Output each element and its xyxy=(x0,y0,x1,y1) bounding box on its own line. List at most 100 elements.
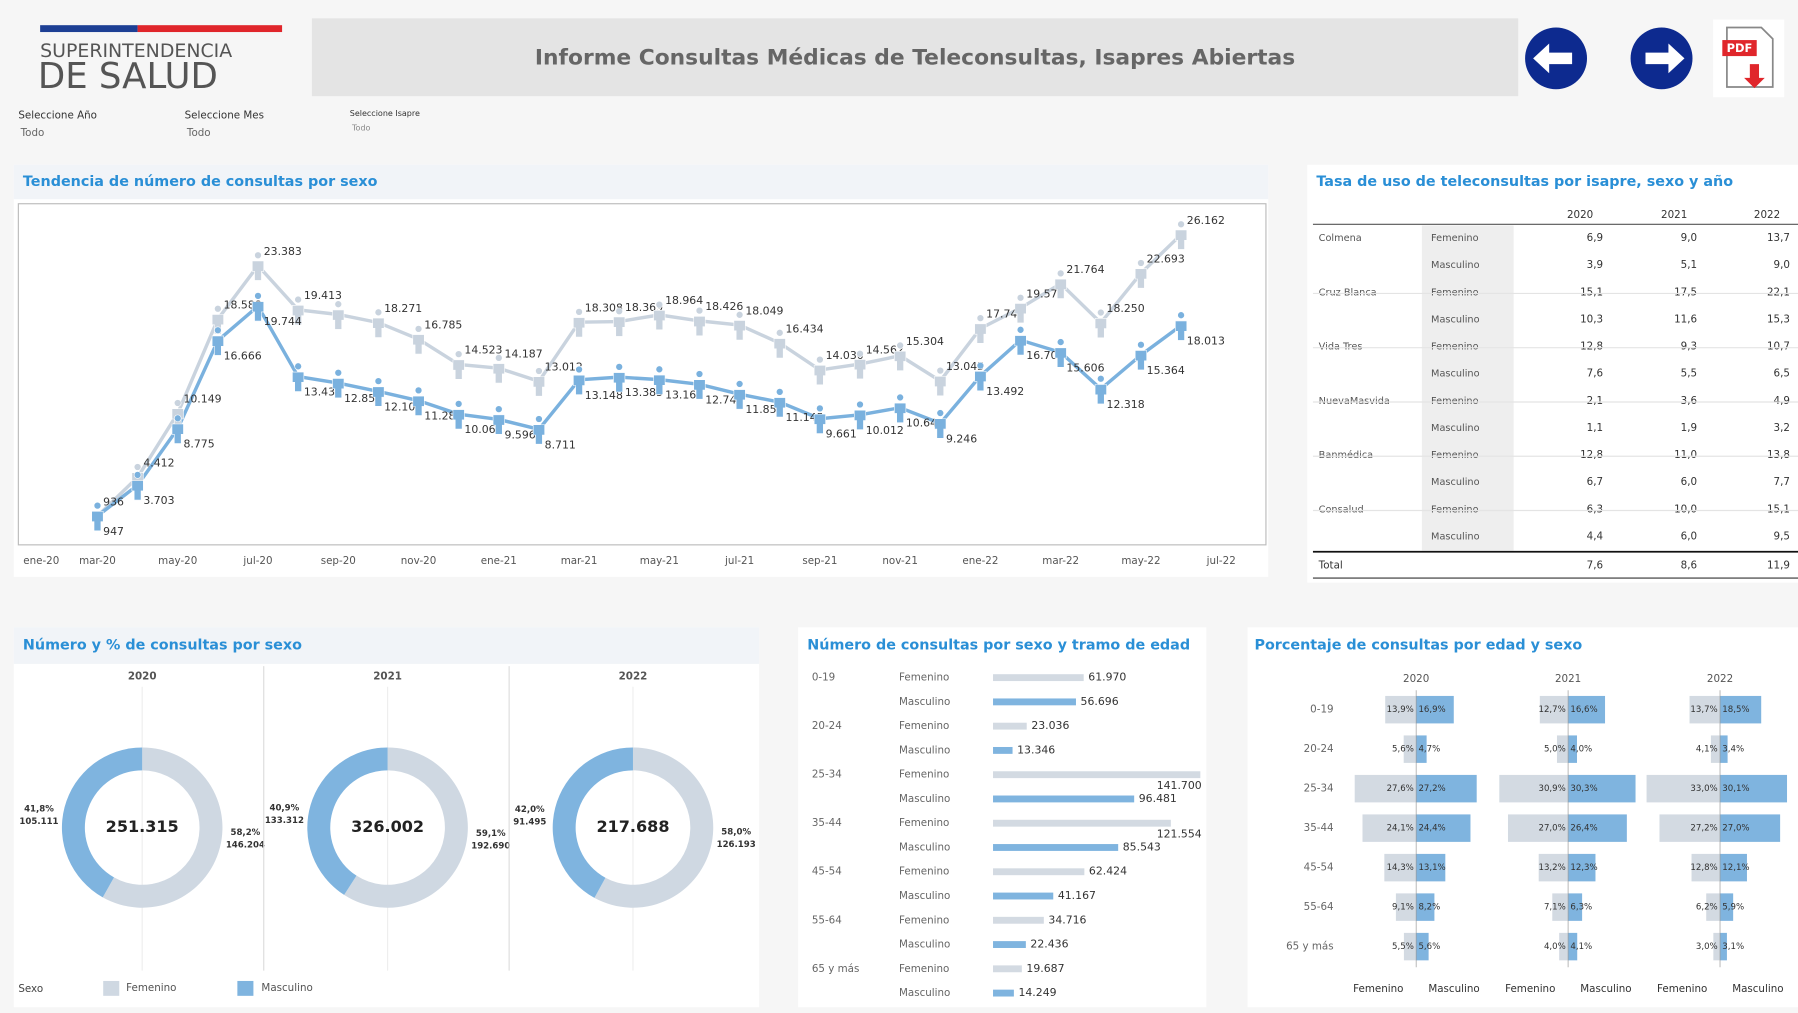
data-label: 19.576 xyxy=(1026,287,1064,300)
data-label: 5,5% xyxy=(1392,942,1414,952)
filter-value: Todo xyxy=(20,127,45,139)
data-label: 91.495 xyxy=(513,817,546,827)
x-tick-label: nov-21 xyxy=(882,555,918,567)
data-label: 15.304 xyxy=(906,335,944,348)
data-label: 13.148 xyxy=(585,389,623,402)
x-tick-label: may-22 xyxy=(1121,555,1160,567)
data-label: 14,3% xyxy=(1387,863,1414,873)
point-marker xyxy=(573,308,586,338)
data-label: 18.013 xyxy=(1187,335,1225,348)
table-cell: 6,9 xyxy=(1587,232,1603,244)
x-tick-label: sep-21 xyxy=(802,555,837,567)
series-label: Femenino xyxy=(899,963,949,975)
category-label: 35-44 xyxy=(1304,822,1334,834)
filter-label: Seleccione Isapre xyxy=(350,109,420,118)
bar xyxy=(993,941,1026,948)
bar xyxy=(993,965,1022,973)
data-label: 26.162 xyxy=(1187,214,1225,227)
donut-total: 326.002 xyxy=(351,817,424,836)
data-label: 3,4% xyxy=(1722,745,1744,755)
pdf-label: PDF xyxy=(1727,41,1753,55)
data-label: 141.700 xyxy=(1157,779,1202,792)
panel-title: 2020 xyxy=(1403,673,1429,685)
data-label: 10.069 xyxy=(464,423,502,436)
bar xyxy=(1499,774,1569,803)
bar xyxy=(993,771,1201,779)
data-label: 13,1% xyxy=(1418,863,1445,873)
point-marker xyxy=(91,502,104,532)
percent-label: 41,8% xyxy=(24,805,54,815)
x-tick-label: may-20 xyxy=(158,555,197,567)
title-banner xyxy=(311,18,1519,97)
bar xyxy=(1706,893,1721,921)
point-marker xyxy=(934,367,947,397)
table-cell: 22,1 xyxy=(1767,286,1790,298)
category-label: 20-24 xyxy=(812,720,842,732)
data-label: 18.308 xyxy=(585,301,623,314)
filter[interactable]: Seleccione Mes Todo xyxy=(185,110,264,139)
point-marker xyxy=(1094,375,1107,405)
filter[interactable]: Seleccione Isapre Todo xyxy=(350,109,420,133)
data-label: 85.543 xyxy=(1123,840,1161,853)
legend-title: Sexo xyxy=(18,983,43,995)
bar xyxy=(1556,735,1569,763)
bar xyxy=(1568,735,1577,763)
x-tick-label: mar-22 xyxy=(1042,555,1079,567)
data-label: 192.690 xyxy=(471,842,510,852)
data-label: 21.764 xyxy=(1066,263,1104,276)
x-tick-label: jul-22 xyxy=(1206,555,1236,567)
forward-button[interactable] xyxy=(1630,27,1693,90)
back-button[interactable] xyxy=(1525,27,1588,90)
logo-text: SUPERINTENDENCIA xyxy=(40,40,232,62)
bar xyxy=(1403,735,1417,763)
point-marker xyxy=(251,292,265,322)
bar xyxy=(1416,695,1454,724)
point-marker xyxy=(412,325,425,355)
series-label: Femenino xyxy=(899,720,949,732)
bar xyxy=(993,892,1054,900)
point-marker xyxy=(653,365,666,395)
donut-segment xyxy=(61,747,143,898)
panel-title: 2022 xyxy=(1707,673,1733,685)
bar xyxy=(1568,893,1583,921)
table-cell: 4,4 xyxy=(1587,530,1603,542)
pdf-button[interactable]: PDF xyxy=(1713,19,1785,98)
point-marker xyxy=(813,356,826,386)
row-sub-header: Femenino xyxy=(1431,396,1479,407)
data-label: 146.204 xyxy=(226,840,265,850)
point-marker xyxy=(532,367,545,397)
data-label: 19.413 xyxy=(304,289,342,302)
data-label: 10.149 xyxy=(183,393,221,406)
percent-label: 58,2% xyxy=(230,828,260,838)
filter[interactable]: Seleccione Año Todo xyxy=(18,110,97,139)
bar xyxy=(993,746,1013,754)
logo-text: DE SALUD xyxy=(38,56,218,97)
data-label: 18.964 xyxy=(665,294,703,307)
series-label: Masculino xyxy=(899,841,950,853)
bar xyxy=(993,698,1076,706)
panel-title: 2022 xyxy=(619,670,648,682)
series-label: Masculino xyxy=(899,890,950,902)
point-marker xyxy=(974,314,987,344)
x-tick-label: ene-22 xyxy=(962,555,998,567)
bar xyxy=(1552,893,1569,921)
data-label: 6,3% xyxy=(1570,903,1592,913)
point-marker xyxy=(292,362,305,392)
percent-label: 42,0% xyxy=(515,805,545,815)
panel-title: 2021 xyxy=(373,670,402,682)
data-label: 18.250 xyxy=(1107,302,1145,315)
table-cell: 3,9 xyxy=(1587,259,1603,271)
bar xyxy=(993,819,1171,827)
bar xyxy=(1720,735,1728,763)
table-cell: 6,5 xyxy=(1774,368,1790,380)
logo-bar-red xyxy=(137,25,283,33)
donut-total: 251.315 xyxy=(106,817,179,836)
donut-total: 217.688 xyxy=(596,817,669,836)
filter-value: Todo xyxy=(186,127,211,139)
table-cell: 5,5 xyxy=(1681,368,1697,380)
bar xyxy=(993,795,1135,803)
table-cell: 12,8 xyxy=(1580,449,1603,461)
data-label: 4,1% xyxy=(1696,745,1718,755)
series-label: Masculino xyxy=(1428,983,1479,995)
